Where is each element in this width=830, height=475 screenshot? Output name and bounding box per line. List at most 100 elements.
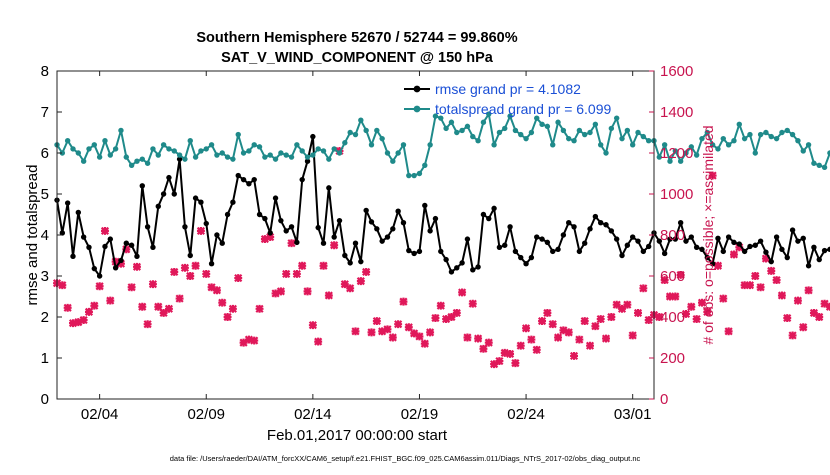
totalspread-point <box>587 129 593 136</box>
totalspread-point <box>747 131 753 138</box>
totalspread-point <box>486 111 492 117</box>
totalspread-point <box>443 125 449 132</box>
totalspread-point <box>752 150 758 156</box>
obs-marker <box>394 320 403 329</box>
rmse-point <box>91 265 98 272</box>
obs-marker <box>79 315 88 325</box>
totalspread-point <box>352 131 359 138</box>
obs-marker <box>420 339 429 348</box>
y-left-tick-label: 1 <box>41 350 49 367</box>
totalspread-point <box>507 113 513 119</box>
totalspread-point <box>374 127 380 134</box>
rmse-point <box>299 176 305 183</box>
totalspread-point <box>278 150 284 156</box>
totalspread-point <box>720 135 726 142</box>
obs-marker <box>148 280 158 289</box>
totalspread-point <box>715 146 721 152</box>
totalspread-point <box>496 129 503 136</box>
obs-marker <box>575 335 584 344</box>
obs-marker <box>729 250 739 259</box>
obs-marker <box>234 273 243 283</box>
totalspread-series <box>54 111 830 179</box>
rmse-point <box>187 252 193 259</box>
obs-marker <box>282 269 291 279</box>
totalspread-point <box>395 150 401 156</box>
obs-marker <box>260 235 269 244</box>
totalspread-point <box>283 152 289 158</box>
totalspread-point <box>358 117 364 123</box>
obs-marker <box>228 304 237 313</box>
obs-marker <box>442 314 451 324</box>
totalspread-point <box>267 152 273 158</box>
obs-marker <box>676 270 685 280</box>
x-tick-label: 02/24 <box>507 406 545 423</box>
rmse-point <box>613 236 620 242</box>
totalspread-point <box>805 142 812 148</box>
obs-marker <box>596 314 605 324</box>
obs-marker <box>463 333 472 342</box>
rmse-point <box>267 230 273 236</box>
rmse-point <box>816 256 822 263</box>
obs-marker <box>351 327 360 336</box>
rmse-point <box>459 260 465 266</box>
obs-marker <box>655 312 664 322</box>
obs-marker <box>319 261 328 270</box>
obs-marker <box>202 269 211 279</box>
obs-marker <box>825 302 830 311</box>
rmse-point <box>139 183 145 189</box>
obs-marker <box>132 262 142 271</box>
totalspread-point <box>459 127 465 134</box>
totalspread-point <box>645 138 652 144</box>
obs-marker <box>346 284 355 293</box>
totalspread-point <box>736 121 742 128</box>
totalspread-point <box>336 150 343 156</box>
rmse-point <box>438 248 444 255</box>
obs-marker <box>90 301 99 310</box>
obs-marker <box>410 329 419 338</box>
rmse-point <box>645 243 652 250</box>
totalspread-point <box>331 146 337 152</box>
totalspread-point <box>187 138 193 144</box>
obs-marker <box>719 294 728 303</box>
obs-marker <box>111 257 120 266</box>
totalspread-point <box>741 135 748 142</box>
obs-marker <box>164 304 174 313</box>
totalspread-point <box>406 172 412 179</box>
totalspread-point <box>502 125 508 132</box>
rmse-point <box>704 254 711 261</box>
totalspread-point <box>709 142 716 148</box>
y-right-tick-label: 1400 <box>660 104 693 121</box>
obs-marker <box>388 333 397 342</box>
rmse-point <box>699 246 705 253</box>
obs-marker <box>159 308 168 317</box>
rmse-point <box>230 199 236 205</box>
rmse-point <box>320 240 327 246</box>
totalspread-point <box>363 127 369 134</box>
rmse-point <box>747 243 753 250</box>
y-right-tick-label: 200 <box>660 350 685 367</box>
totalspread-point <box>629 142 636 148</box>
obs-marker <box>303 287 312 296</box>
totalspread-point <box>699 135 705 142</box>
totalspread-point <box>816 162 822 168</box>
rmse-point <box>640 248 647 255</box>
obs-marker <box>84 307 94 316</box>
y-right-tick-label: 1600 <box>660 63 693 80</box>
obs-marker <box>170 267 179 276</box>
rmse-point <box>352 240 359 246</box>
rmse-point <box>390 226 396 232</box>
rmse-point <box>395 208 401 214</box>
rmse-point <box>667 236 673 242</box>
obs-marker <box>628 331 637 340</box>
rmse-point <box>592 213 599 220</box>
rmse-point <box>123 240 129 246</box>
y-left-tick-label: 6 <box>41 145 49 162</box>
totalspread-point <box>251 142 257 148</box>
obs-marker <box>367 328 376 337</box>
rmse-point <box>246 181 252 187</box>
totalspread-point <box>235 131 241 138</box>
obs-marker <box>511 359 520 368</box>
rmse-point <box>800 235 806 241</box>
rmse-point <box>544 239 551 246</box>
